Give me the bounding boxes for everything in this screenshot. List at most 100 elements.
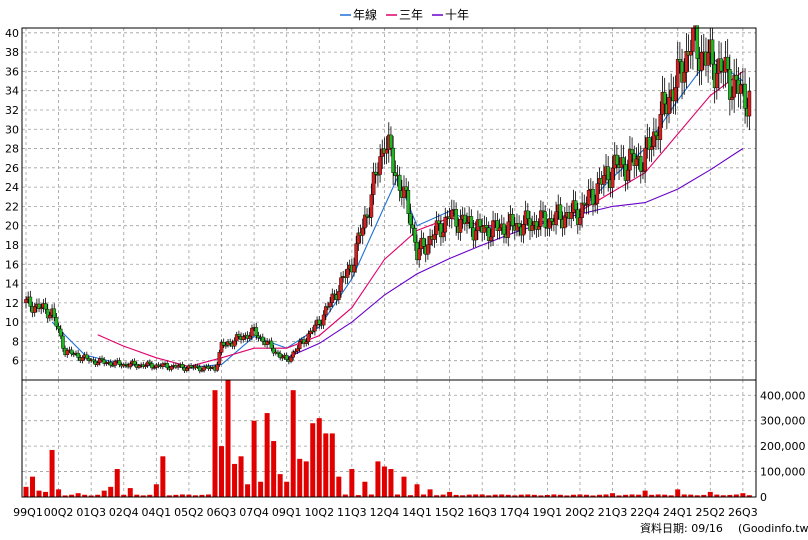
volume-bar: [362, 481, 368, 497]
candle-body: [615, 154, 619, 165]
candle-body: [638, 156, 643, 172]
candle-body: [200, 369, 204, 372]
volume-bar: [277, 474, 283, 497]
volume-bar: [95, 494, 101, 497]
volume-bar: [460, 495, 466, 497]
volume-bar: [649, 494, 655, 497]
candle-body: [408, 213, 413, 226]
data-date-label: 資料日期: 09/16: [640, 521, 723, 535]
candle-body: [356, 232, 361, 244]
candle-body: [602, 175, 606, 185]
candle-body: [463, 214, 467, 225]
candle-body: [234, 334, 239, 342]
volume-bar: [114, 469, 120, 497]
candle-body: [328, 302, 332, 307]
candle-body: [510, 214, 515, 227]
volume-bar: [43, 491, 49, 497]
legend-label-10yr: 十年: [445, 8, 469, 22]
x-tick-label: 25Q2: [695, 506, 725, 519]
candle-body: [169, 366, 174, 370]
volume-bar: [434, 495, 440, 497]
candle-body: [56, 325, 61, 330]
volume-bar: [323, 433, 329, 497]
volume-bar: [564, 495, 570, 497]
volume-bar: [355, 495, 361, 497]
candle-body: [330, 293, 335, 303]
candle-body: [28, 296, 33, 307]
volume-bar: [577, 494, 583, 497]
candle-body: [547, 218, 552, 229]
x-tick-label: 15Q2: [435, 506, 465, 519]
candle-body: [176, 365, 180, 368]
candle-body: [691, 27, 695, 52]
candle-body: [434, 220, 439, 235]
candle-body: [71, 353, 76, 356]
volume-bar: [505, 494, 511, 497]
candle-body: [376, 174, 380, 176]
volume-bar: [544, 494, 550, 497]
candle-body: [465, 221, 469, 225]
candle-body: [441, 231, 445, 238]
volume-bar: [225, 380, 231, 497]
candle-body: [528, 218, 532, 231]
candle-body: [91, 359, 96, 362]
candle-body: [132, 360, 137, 365]
candle-body: [634, 158, 639, 166]
volume-bar: [284, 481, 290, 497]
candle-body: [497, 227, 502, 231]
candle-body: [232, 340, 237, 347]
candle-body: [410, 224, 415, 229]
candle-body: [517, 223, 521, 228]
x-tick-label: 21Q3: [598, 506, 628, 519]
candle-body: [728, 69, 732, 100]
volume-bar: [538, 495, 544, 497]
candle-body: [449, 209, 454, 219]
volume-bar: [440, 494, 446, 497]
volume-bar: [297, 458, 303, 497]
volume-bar: [140, 495, 146, 497]
candle-body: [345, 268, 350, 278]
volume-bar: [219, 446, 225, 497]
candle-body: [732, 75, 736, 98]
candle-body: [684, 51, 689, 73]
x-tick-label: 16Q3: [467, 506, 497, 519]
price-y-tick-label: 38: [5, 46, 19, 59]
volume-bar: [492, 494, 498, 497]
candle-body: [730, 96, 734, 100]
volume-y-tick-label: 200,000: [760, 440, 806, 453]
volume-bar: [466, 494, 472, 497]
candle-body: [489, 236, 493, 241]
candle-body: [469, 216, 474, 229]
candle-body: [156, 364, 161, 367]
price-grid: [22, 28, 756, 380]
volume-bar: [375, 461, 381, 497]
candle-body: [710, 39, 715, 65]
candle-body: [630, 149, 634, 154]
volume-bar: [512, 495, 518, 497]
candle-body: [269, 340, 274, 349]
volume-bar: [173, 494, 179, 497]
candle-body: [165, 363, 170, 369]
candle-body: [352, 265, 356, 273]
candle-body: [621, 157, 626, 166]
candle-body: [215, 364, 219, 371]
volume-bar: [447, 491, 453, 497]
volume-bar: [232, 463, 238, 497]
source-label: (Goodinfo.tw): [738, 522, 808, 535]
volume-bar: [427, 489, 433, 497]
candle-body: [610, 167, 615, 188]
candle-body: [719, 58, 723, 72]
candle-body: [363, 214, 367, 229]
volume-bar: [727, 494, 733, 497]
candlesticks: [24, 25, 752, 374]
candle-body: [365, 214, 369, 218]
candle-body: [582, 202, 587, 206]
volume-bar: [714, 494, 720, 497]
candle-body: [593, 203, 597, 206]
volume-bar: [69, 494, 75, 497]
x-tick-label: 09Q1: [272, 506, 302, 519]
legend-item-3yr: 三年: [386, 8, 423, 22]
candle-body: [652, 131, 656, 147]
candle-body: [354, 243, 358, 266]
